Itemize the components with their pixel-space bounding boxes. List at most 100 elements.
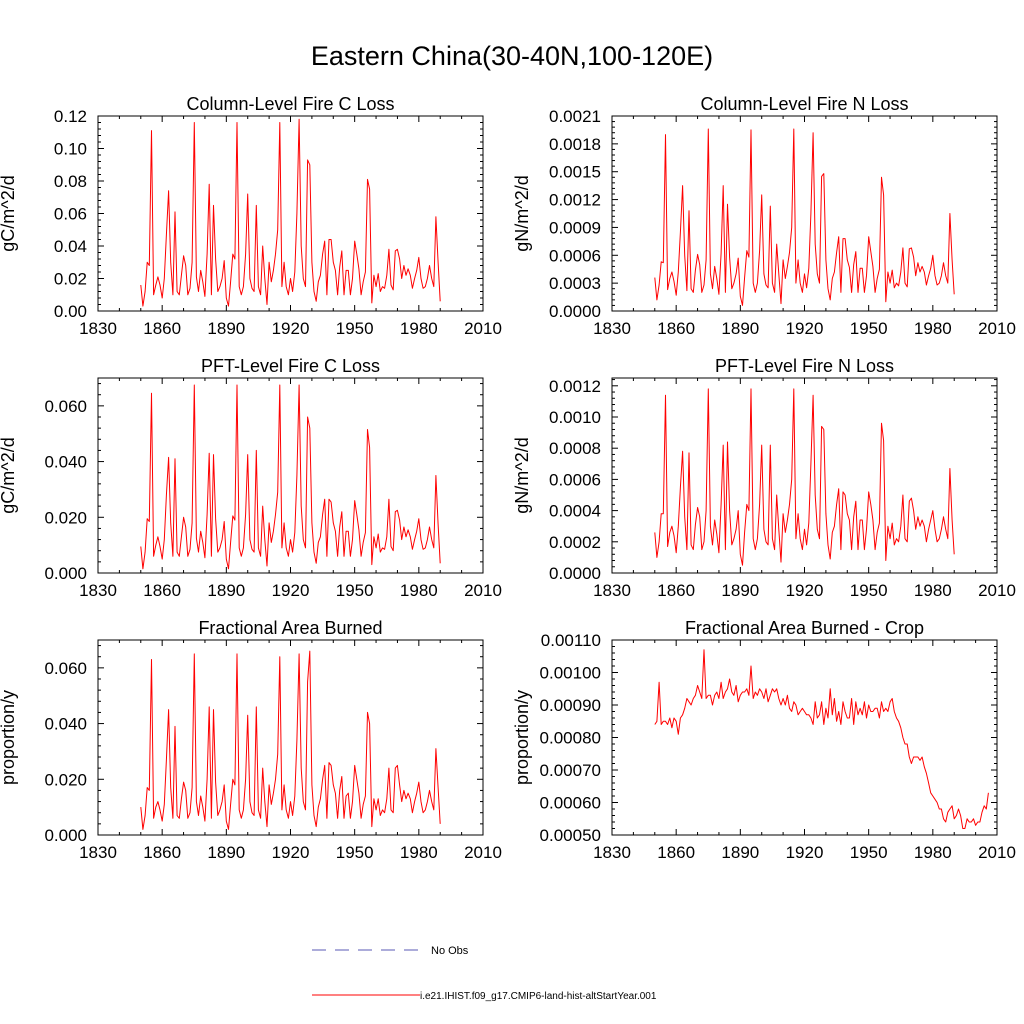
x-tick-label: 1980 bbox=[400, 581, 438, 600]
y-tick-label: 0.060 bbox=[44, 659, 87, 678]
panel-title: Fractional Area Burned - Crop bbox=[685, 618, 924, 638]
series-line bbox=[140, 384, 441, 570]
series-line bbox=[140, 118, 441, 307]
x-tick-label: 2010 bbox=[978, 319, 1016, 338]
x-tick-label: 1830 bbox=[79, 843, 117, 862]
series-line bbox=[654, 388, 955, 566]
x-tick-label: 1920 bbox=[786, 581, 824, 600]
panel-title: PFT-Level Fire N Loss bbox=[715, 356, 894, 376]
x-tick-label: 1950 bbox=[850, 581, 888, 600]
y-axis-label: gC/m^2/d bbox=[0, 175, 18, 251]
y-tick-label: 0.0009 bbox=[549, 218, 601, 237]
y-tick-label: 0.10 bbox=[54, 140, 87, 159]
y-tick-label: 0.04 bbox=[54, 237, 87, 256]
y-tick-label: 0.0008 bbox=[549, 439, 601, 458]
y-tick-label: 0.0006 bbox=[549, 246, 601, 265]
x-tick-label: 1920 bbox=[272, 581, 310, 600]
x-tick-label: 1860 bbox=[657, 581, 695, 600]
x-tick-label: 2010 bbox=[978, 843, 1016, 862]
x-tick-label: 1890 bbox=[721, 843, 759, 862]
y-tick-label: 0.0006 bbox=[549, 470, 601, 489]
y-tick-label: 0.0012 bbox=[549, 377, 601, 396]
y-axis-label: proportion/y bbox=[0, 690, 18, 785]
x-tick-label: 1980 bbox=[914, 581, 952, 600]
panel-title: PFT-Level Fire C Loss bbox=[201, 356, 380, 376]
y-axis-label: proportion/y bbox=[512, 690, 532, 785]
y-tick-label: 0.0004 bbox=[549, 502, 601, 521]
y-tick-label: 0.0000 bbox=[549, 564, 601, 583]
y-tick-label: 0.0015 bbox=[549, 163, 601, 182]
series-line bbox=[140, 650, 441, 830]
x-tick-label: 1890 bbox=[721, 319, 759, 338]
y-tick-label: 0.12 bbox=[54, 107, 87, 126]
legend-model-label: i.e21.IHIST.f09_g17.CMIP6-land-hist-altS… bbox=[420, 991, 657, 1002]
y-axis-label: gN/m^2/d bbox=[512, 175, 532, 251]
chart-panel: Fractional Area Burned - Crop proportion/… bbox=[512, 618, 1016, 862]
figure-title: Eastern China(30-40N,100-120E) bbox=[311, 41, 713, 71]
x-tick-label: 1890 bbox=[207, 581, 245, 600]
x-tick-label: 1920 bbox=[786, 843, 824, 862]
plot-frame bbox=[611, 639, 998, 836]
y-tick-label: 0.000 bbox=[44, 564, 87, 583]
y-tick-label: 0.0000 bbox=[549, 302, 601, 321]
y-tick-label: 0.0010 bbox=[549, 408, 601, 427]
y-tick-label: 0.00060 bbox=[540, 794, 601, 813]
x-tick-label: 1950 bbox=[336, 319, 374, 338]
panel-title: Fractional Area Burned bbox=[198, 618, 382, 638]
x-tick-label: 1890 bbox=[721, 581, 759, 600]
y-tick-label: 0.020 bbox=[44, 508, 87, 527]
x-tick-label: 1950 bbox=[336, 581, 374, 600]
x-tick-label: 1830 bbox=[79, 581, 117, 600]
y-tick-label: 0.02 bbox=[54, 270, 87, 289]
y-tick-label: 0.00 bbox=[54, 302, 87, 321]
x-tick-label: 1950 bbox=[336, 843, 374, 862]
series-line bbox=[654, 128, 955, 306]
x-tick-label: 1830 bbox=[79, 319, 117, 338]
chart-panel: PFT-Level Fire C Loss gC/m^2/d 1830 1860 189… bbox=[0, 356, 502, 600]
y-tick-label: 0.0003 bbox=[549, 274, 601, 293]
x-tick-label: 2010 bbox=[464, 319, 502, 338]
panels: Column-Level Fire C Loss gC/m^2/d 1830 1860… bbox=[0, 94, 1016, 862]
x-tick-label: 1890 bbox=[207, 843, 245, 862]
x-tick-label: 1830 bbox=[593, 319, 631, 338]
x-tick-label: 1950 bbox=[850, 319, 888, 338]
x-tick-label: 1890 bbox=[207, 319, 245, 338]
y-tick-label: 0.040 bbox=[44, 453, 87, 472]
y-tick-label: 0.0012 bbox=[549, 191, 601, 210]
y-tick-label: 0.0002 bbox=[549, 533, 601, 552]
y-axis-label: gC/m^2/d bbox=[0, 437, 18, 513]
x-tick-label: 1830 bbox=[593, 581, 631, 600]
x-tick-label: 2010 bbox=[464, 581, 502, 600]
chart-panel: Column-Level Fire N Loss gN/m^2/d 1830 1860… bbox=[512, 94, 1016, 338]
chart-panel: PFT-Level Fire N Loss gN/m^2/d 1830 1860 189… bbox=[512, 356, 1016, 600]
x-tick-label: 1830 bbox=[593, 843, 631, 862]
x-tick-label: 1920 bbox=[786, 319, 824, 338]
y-tick-label: 0.000 bbox=[44, 826, 87, 845]
x-tick-label: 2010 bbox=[464, 843, 502, 862]
y-tick-label: 0.00100 bbox=[540, 664, 601, 683]
y-tick-label: 0.040 bbox=[44, 715, 87, 734]
plot-frame bbox=[97, 639, 484, 836]
x-tick-label: 1920 bbox=[272, 319, 310, 338]
x-tick-label: 1860 bbox=[143, 843, 181, 862]
x-tick-label: 1860 bbox=[657, 319, 695, 338]
chart-panel: Column-Level Fire C Loss gC/m^2/d 1830 1860… bbox=[0, 94, 502, 338]
panel-title: Column-Level Fire C Loss bbox=[186, 94, 394, 114]
chart-panel: Fractional Area Burned proportion/y 1830 18… bbox=[0, 618, 502, 862]
x-tick-label: 1980 bbox=[914, 843, 952, 862]
x-tick-label: 1980 bbox=[914, 319, 952, 338]
legend: No Obs i.e21.IHIST.f09_g17.CMIP6-land-hi… bbox=[312, 945, 657, 1002]
y-tick-label: 0.08 bbox=[54, 172, 87, 191]
y-tick-label: 0.060 bbox=[44, 397, 87, 416]
series-line bbox=[654, 649, 989, 829]
x-tick-label: 1860 bbox=[657, 843, 695, 862]
x-tick-label: 1860 bbox=[143, 581, 181, 600]
plot-frame bbox=[611, 377, 998, 574]
y-tick-label: 0.0018 bbox=[549, 135, 601, 154]
panel-title: Column-Level Fire N Loss bbox=[700, 94, 908, 114]
x-tick-label: 1950 bbox=[850, 843, 888, 862]
y-tick-label: 0.00050 bbox=[540, 826, 601, 845]
x-tick-label: 1920 bbox=[272, 843, 310, 862]
x-tick-label: 1980 bbox=[400, 319, 438, 338]
